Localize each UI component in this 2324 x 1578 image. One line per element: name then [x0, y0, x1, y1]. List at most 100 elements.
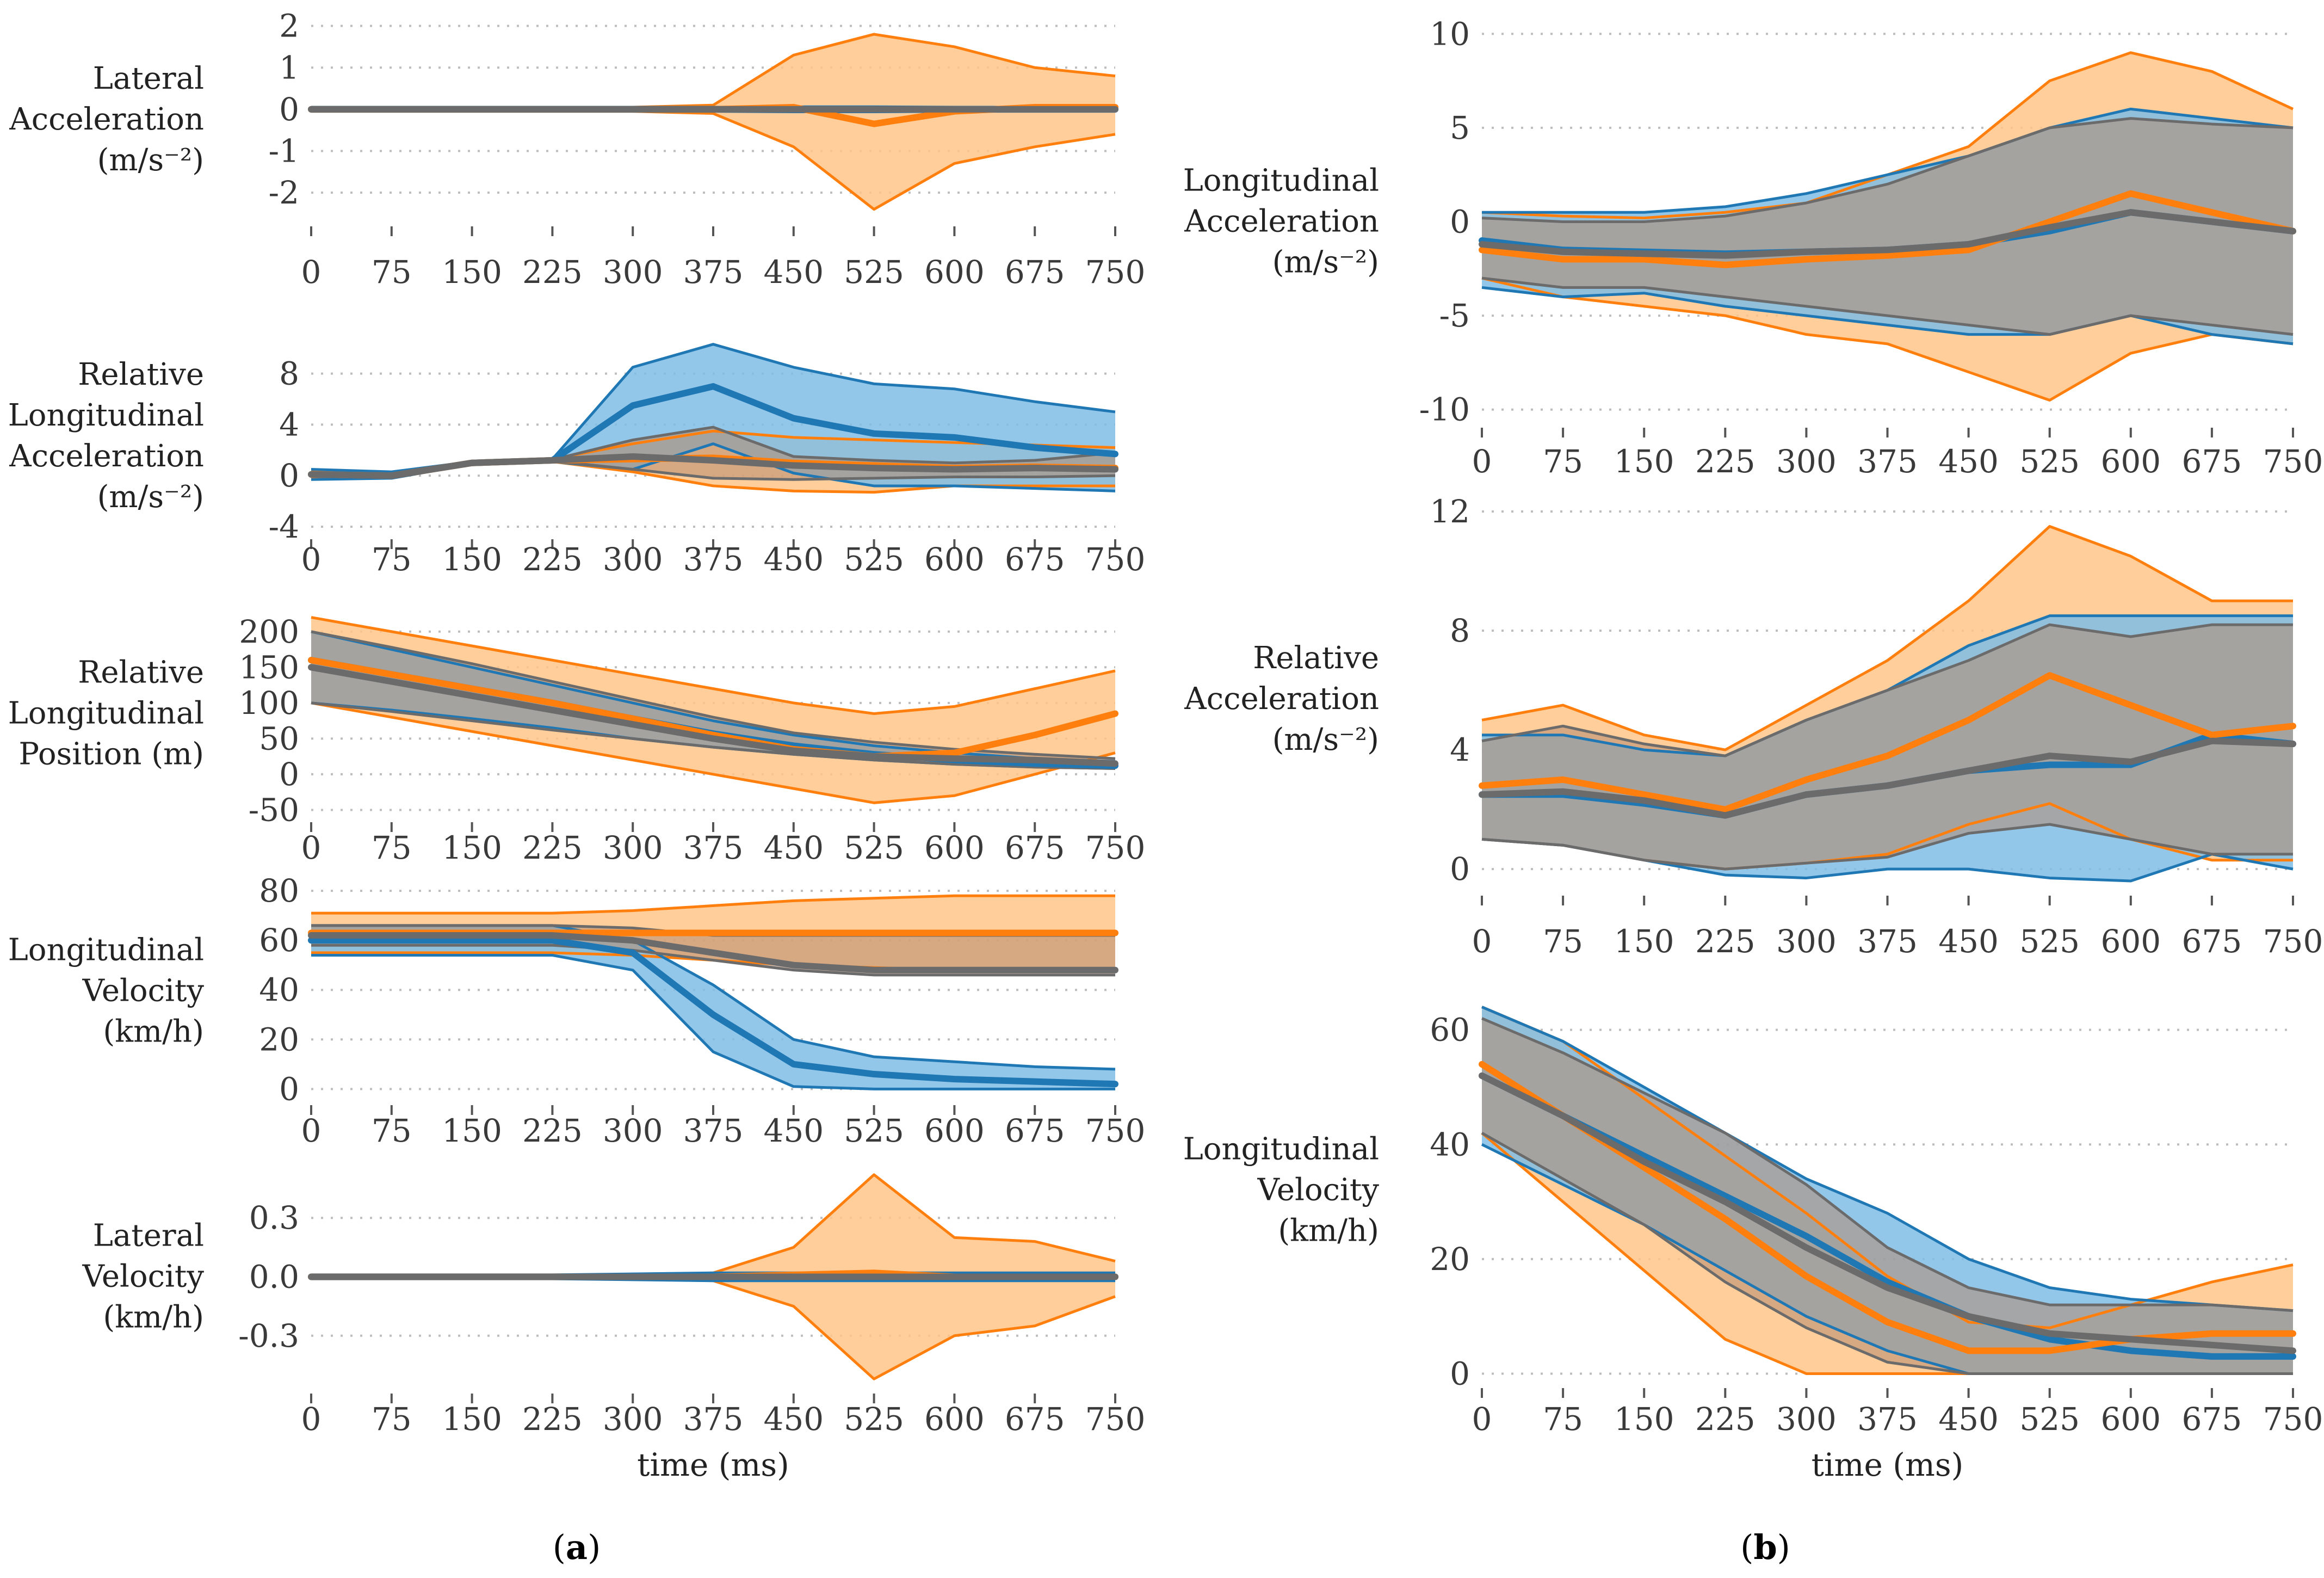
x-tick-label: 0 [301, 1112, 322, 1149]
x-tick-label: 675 [2182, 923, 2242, 960]
y-axis-label-line: Longitudinal [8, 696, 204, 731]
plots-layer: 210-1-20 75 150 225 300 375 450 525 600 675 750Lat… [8, 8, 2323, 1483]
y-tick-label: 0 [1450, 204, 1470, 241]
x-tick-label: 450 [1938, 1401, 1999, 1438]
chart-a5: 0.3 0.0 -0.3 0 75 150 225 300 375 450 525 600 675 750… [82, 1173, 1146, 1483]
x-tick-label: 150 [1614, 1401, 1674, 1438]
y-tick-label: 40 [1430, 1126, 1470, 1163]
x-tick-label: 375 [683, 1112, 744, 1149]
band-edge-gray [1481, 1132, 2293, 1375]
series-line-orange [1479, 190, 2296, 268]
x-tick-label: 375 [683, 254, 744, 291]
x-tick-label: 300 [603, 541, 663, 578]
x-tick-label: 225 [522, 541, 583, 578]
series-line-gray [308, 664, 1118, 767]
y-tick-label: 0 [279, 457, 299, 494]
series-line-gray [1479, 209, 2296, 259]
y-tick-label: 8 [1450, 612, 1470, 649]
y-tick-label: 12 [1430, 493, 1470, 530]
band-edge-orange [311, 616, 1116, 715]
y-axis-label-line: Longitudinal [8, 933, 204, 968]
y-axis-label-line: Longitudinal [1183, 163, 1379, 199]
x-tick-label: 0 [301, 541, 322, 578]
y-tick-label: 1 [279, 49, 299, 86]
x-tick-label: 0 [301, 1401, 322, 1438]
chart-a4: 80 60 40 20 00 75 150 225 300 375 450 525 600 675 750 L… [8, 872, 1146, 1149]
x-tick-label: 75 [1543, 1401, 1583, 1438]
x-tick-label: 0 [1472, 1401, 1492, 1438]
x-tick-label: 300 [603, 1401, 663, 1438]
y-tick-label: 100 [239, 685, 299, 722]
x-tick-label: 675 [1005, 254, 1065, 291]
x-tick-label: 0 [301, 829, 322, 866]
y-tick-label: 20 [1430, 1241, 1470, 1278]
band-edge-gray [1481, 823, 2293, 871]
x-tick-label: 600 [2100, 443, 2161, 480]
band-edge-blue [1481, 286, 2294, 346]
x-tick-label: 600 [924, 1401, 985, 1438]
band-edge-gray [1481, 1017, 2294, 1312]
band-blue [311, 925, 1115, 1089]
y-tick-label: 5 [1450, 109, 1470, 146]
y-axis-label-line: Lateral [93, 1218, 204, 1254]
y-axis-label-line: Relative [78, 655, 204, 691]
x-tick-label: 75 [372, 541, 412, 578]
x-tick-label: 600 [2100, 923, 2161, 960]
band-edge-gray [311, 701, 1116, 770]
series-line-gray [1479, 1072, 2296, 1354]
series-line-gray [308, 453, 1118, 479]
band-edge-gray [1481, 276, 2294, 336]
x-tick-label: 675 [2182, 1401, 2242, 1438]
x-tick-label: 750 [1085, 1112, 1146, 1149]
x-tick-label: 375 [683, 829, 744, 866]
y-axis-label-line: Acceleration [9, 102, 204, 137]
series-line-orange [308, 657, 1118, 760]
x-tick-label: 450 [763, 829, 824, 866]
x-tick-label: 300 [1776, 1401, 1837, 1438]
y-tick-label: 4 [279, 406, 299, 443]
x-tick-label: 450 [1938, 443, 1999, 480]
y-tick-label: -2 [269, 174, 300, 211]
x-axis-title: time (ms) [1812, 1446, 1964, 1483]
x-tick-label: 600 [924, 829, 985, 866]
x-tick-label: 375 [683, 541, 744, 578]
y-axis-label-line: Velocity [82, 973, 205, 1009]
y-axis-label-line: Relative [1253, 640, 1379, 676]
x-tick-label: 750 [2263, 923, 2323, 960]
band-edge-gray [1481, 117, 2294, 223]
x-tick-label: 150 [442, 541, 502, 578]
x-tick-label: 75 [1543, 923, 1583, 960]
x-tick-label: 75 [372, 1401, 412, 1438]
y-axis-label-line: (m/s⁻²) [1272, 245, 1379, 280]
y-tick-label: 60 [1430, 1012, 1470, 1049]
x-tick-label: 450 [763, 1112, 824, 1149]
band-gray [1482, 118, 2293, 335]
x-tick-label: 600 [924, 541, 985, 578]
y-tick-label: -5 [1439, 297, 1470, 334]
band-edge-orange [1481, 276, 2294, 402]
x-tick-label: 600 [924, 254, 985, 291]
series-line-orange [1479, 672, 2296, 813]
y-tick-label: 20 [259, 1021, 299, 1058]
y-tick-label: -4 [269, 508, 300, 545]
x-tick-label: 375 [1857, 443, 1918, 480]
y-tick-label: 4 [1450, 731, 1470, 768]
x-tick-label: 750 [1085, 1401, 1146, 1438]
x-tick-label: 75 [1543, 443, 1583, 480]
chart-b2: 12 8 4 00 75 150 225 300 375 450 525 600 675 750 Relat… [1184, 493, 2323, 960]
x-tick-label: 150 [442, 829, 502, 866]
x-tick-label: 675 [1005, 541, 1065, 578]
y-tick-label: -0.3 [238, 1317, 299, 1354]
y-axis-label-line: Longitudinal [8, 398, 204, 433]
x-tick-label: 150 [1614, 443, 1674, 480]
band-edge-gray [311, 630, 1116, 760]
x-tick-label: 0 [1472, 443, 1492, 480]
x-tick-label: 450 [763, 541, 824, 578]
x-tick-label: 525 [844, 541, 904, 578]
y-tick-label: 0 [1450, 850, 1470, 887]
x-tick-label: 525 [2019, 443, 2080, 480]
y-tick-label: 0 [279, 1070, 299, 1107]
y-axis-label-line: Acceleration [1184, 681, 1379, 717]
x-tick-label: 675 [2182, 443, 2242, 480]
